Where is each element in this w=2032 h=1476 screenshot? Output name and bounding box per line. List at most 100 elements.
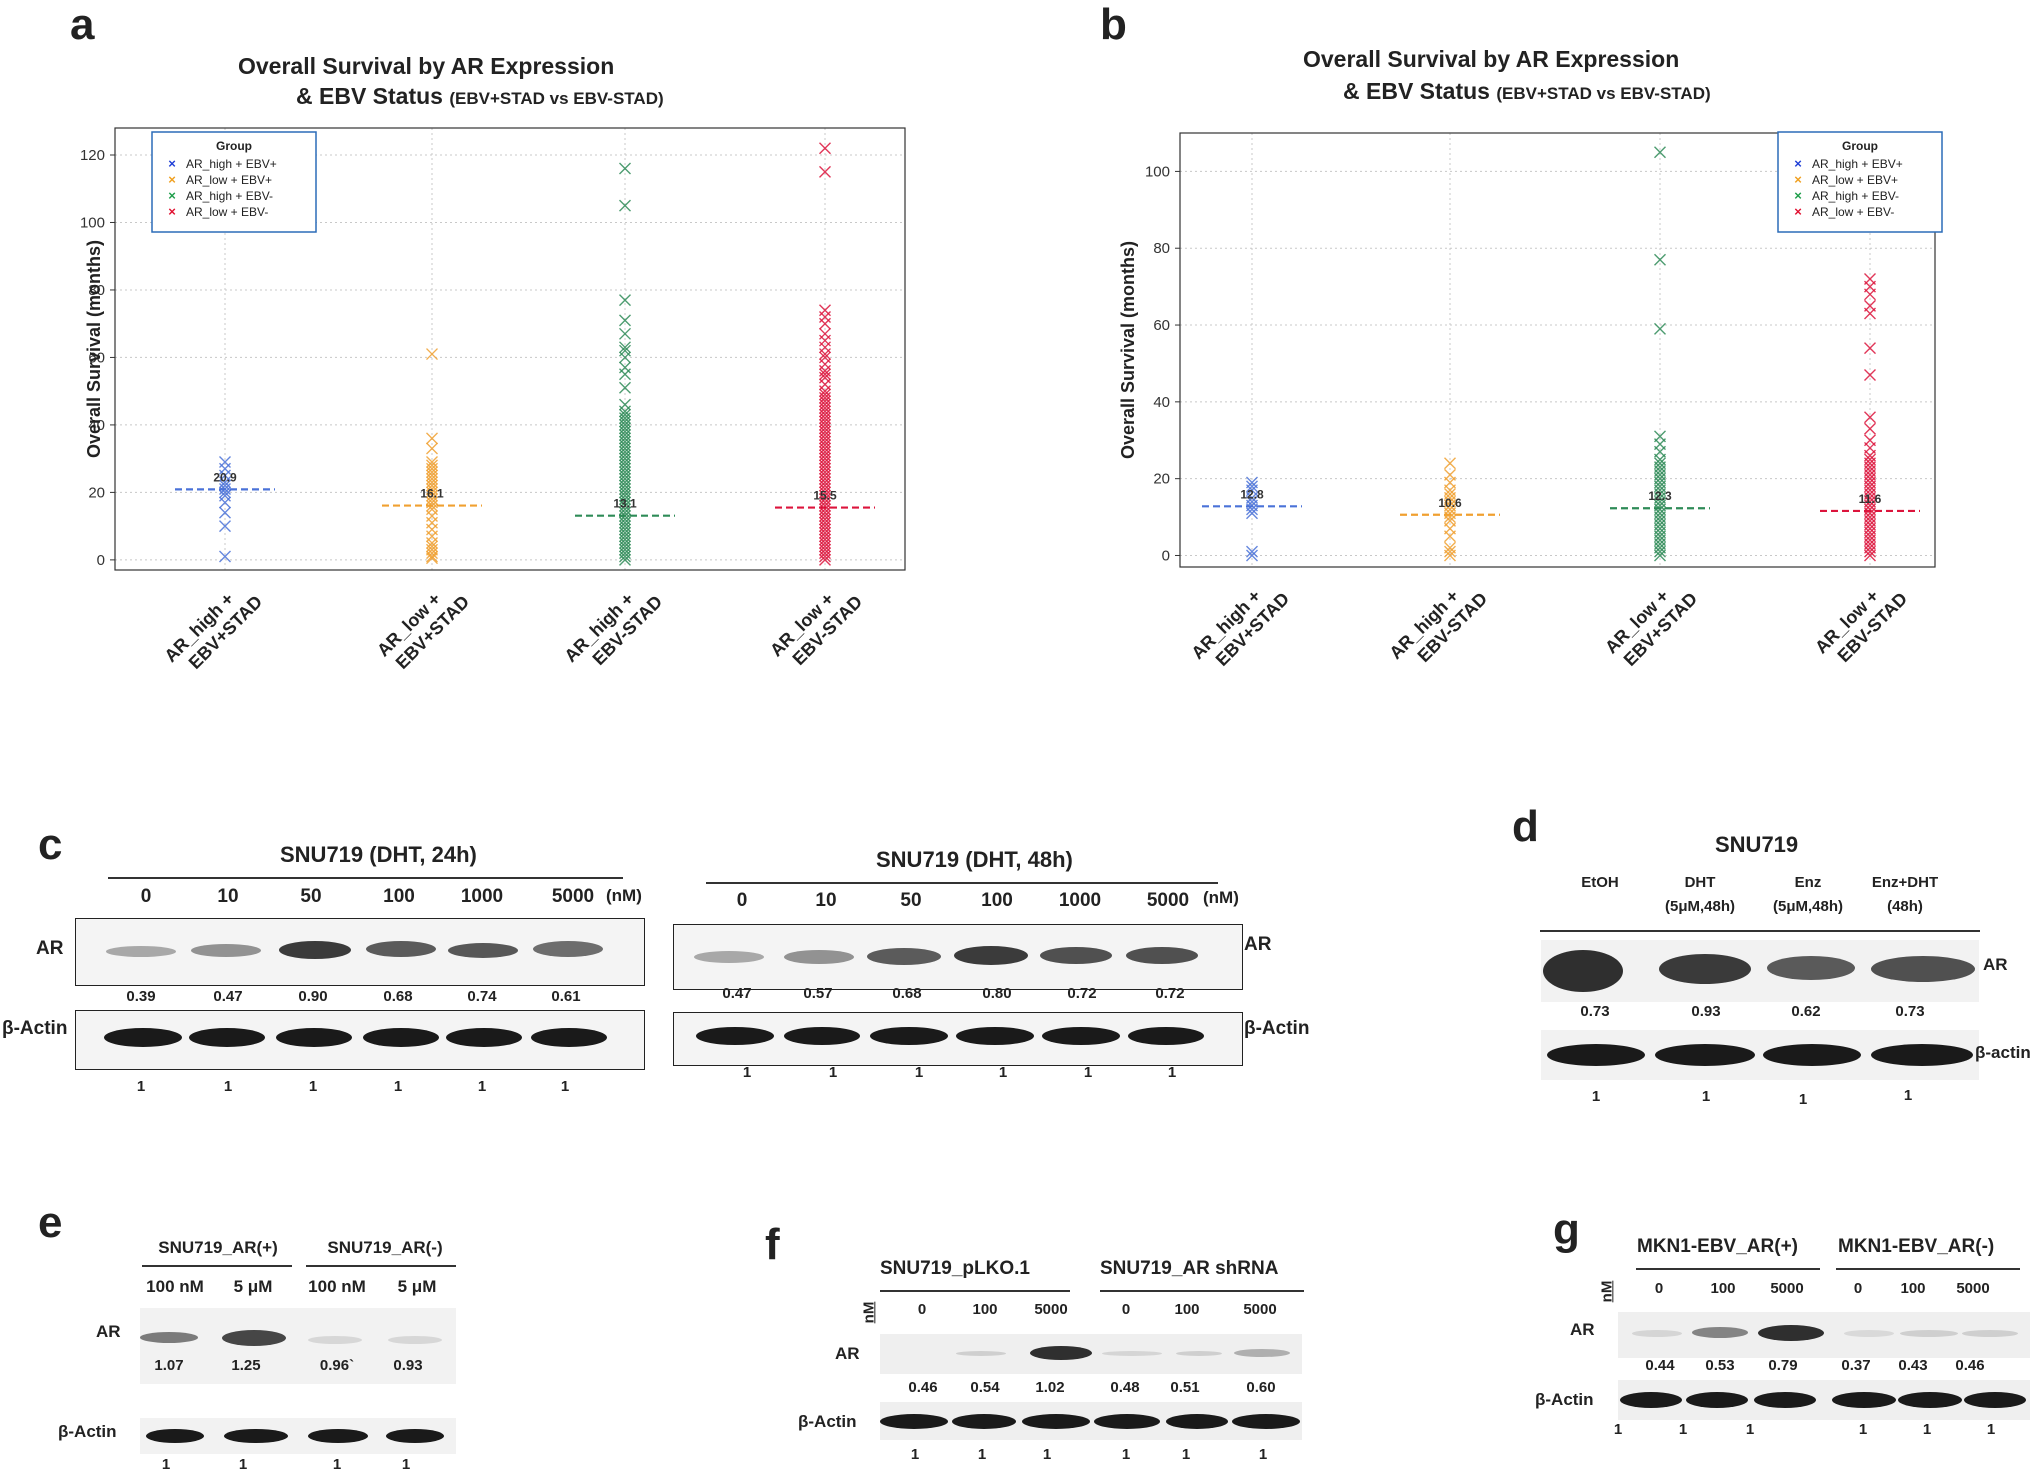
data-point — [1654, 430, 1666, 443]
actin-quant: 1 — [477, 1078, 487, 1095]
actin-blot — [880, 1402, 1302, 1440]
ar-quant: 0.57 — [803, 985, 833, 1002]
data-point — [1654, 146, 1666, 159]
legend-box — [151, 131, 317, 233]
data-point — [219, 506, 231, 519]
dose-label: 0 — [917, 1301, 927, 1318]
legend-marker: × — [1794, 204, 1802, 219]
ar-quant: 0.47 — [722, 985, 752, 1002]
data-point — [1864, 422, 1876, 435]
data-point — [619, 327, 631, 340]
legend-label: AR_low + EBV+ — [186, 173, 272, 187]
title-underline — [1540, 930, 1980, 932]
ar-quant: 0.93 — [393, 1357, 423, 1374]
median-label: 12.8 — [1240, 487, 1264, 501]
median-label: 20.9 — [213, 470, 237, 484]
ar-quant: 0.90 — [298, 988, 328, 1005]
dose-label: 100 — [981, 890, 1013, 911]
actin-quant: 1 — [914, 1064, 924, 1081]
actin-quant: 1 — [1798, 1091, 1808, 1108]
legend-title: Group — [1842, 139, 1878, 153]
y-tick-label: 60 — [1153, 317, 1170, 334]
ar-quant: 0.43 — [1898, 1357, 1928, 1374]
actin-quant: 1 — [332, 1456, 342, 1473]
actin-quant: 1 — [828, 1064, 838, 1081]
dose-label: 100 nM — [308, 1277, 366, 1296]
data-point — [1654, 322, 1666, 335]
dose-label: 100 nM — [146, 1277, 204, 1296]
panel-label-f: f — [765, 1220, 780, 1269]
median-label: 13.1 — [613, 497, 637, 511]
y-tick-label: 100 — [1145, 163, 1170, 180]
legend-label: AR_low + EBV+ — [1812, 173, 1898, 187]
series-group — [1444, 457, 1456, 562]
data-point — [426, 540, 438, 553]
data-point — [1444, 541, 1456, 554]
ar-quant: 0.68 — [892, 985, 922, 1002]
dose-label: 50 — [900, 890, 922, 911]
data-point — [426, 552, 438, 565]
data-point — [1444, 457, 1456, 470]
data-point — [1444, 488, 1456, 501]
lane-label: (5μM,48h) — [1664, 898, 1736, 915]
actin-quant: 1 — [161, 1456, 171, 1473]
ar-quant: 0.96` — [319, 1357, 355, 1374]
data-point — [1864, 453, 1876, 466]
ar-label: AR — [36, 938, 64, 959]
ar-quant: 0.68 — [383, 988, 413, 1005]
series-group — [819, 142, 831, 566]
data-point — [1246, 549, 1258, 562]
actin-quant: 1 — [1858, 1421, 1868, 1438]
x-tick-label: AR_low +EBV-STAD — [766, 576, 866, 676]
lane-label: DHT — [1684, 874, 1716, 891]
data-point — [819, 165, 831, 178]
actin-label: β-Actin — [798, 1412, 857, 1431]
data-point — [1864, 342, 1876, 355]
dose-label: 1000 — [460, 886, 504, 907]
ar-quant: 0.73 — [1895, 1003, 1925, 1020]
data-point — [1246, 545, 1258, 558]
ar-quant: 0.54 — [970, 1379, 1000, 1396]
ar-blot — [75, 918, 645, 986]
data-point — [1246, 480, 1258, 493]
median-label: 16.1 — [420, 487, 444, 501]
actin-quant: 1 — [1986, 1421, 1996, 1438]
ar-blot — [1618, 1312, 2030, 1358]
series-group — [1654, 146, 1666, 562]
ar-quant: 0.53 — [1705, 1357, 1735, 1374]
plot-frame — [114, 127, 906, 571]
blot-title: SNU719 (DHT, 48h) — [876, 847, 1073, 872]
legend-label: AR_high + EBV- — [1812, 189, 1899, 203]
x-tick-label: AR_low +EBV+STAD — [373, 576, 473, 676]
data-point — [1654, 457, 1666, 470]
legend-marker: × — [1794, 172, 1802, 187]
actin-label: β-Actin — [1535, 1390, 1594, 1409]
legend: Group × AR_high + EBV+ × AR_low + EBV+ × AR_hi… — [1777, 131, 1943, 233]
ar-quant: 0.37 — [1841, 1357, 1871, 1374]
series-group — [1246, 476, 1258, 562]
actin-quant: 1 — [1258, 1446, 1268, 1463]
dose-label: 0 — [736, 890, 748, 911]
data-point — [1864, 411, 1876, 424]
ar-quant: 1.25 — [231, 1357, 261, 1374]
actin-quant: 1 — [742, 1064, 752, 1081]
group-underline — [306, 1265, 456, 1267]
data-point — [1654, 253, 1666, 266]
y-tick-label: 0 — [1162, 547, 1170, 564]
y-tick-label: 80 — [88, 282, 105, 299]
x-tick-label: AR_high +EBV+STAD — [160, 576, 266, 682]
data-point — [819, 388, 831, 401]
ar-quant: 0.93 — [1691, 1003, 1721, 1020]
actin-quant: 1 — [1903, 1087, 1913, 1104]
ar-quant: 0.74 — [467, 988, 497, 1005]
legend-marker: × — [1794, 188, 1802, 203]
legend-label: AR_low + EBV- — [1812, 205, 1894, 219]
data-point — [619, 361, 631, 374]
ar-quant: 0.60 — [1246, 1379, 1276, 1396]
ar-quant: 0.80 — [982, 985, 1012, 1002]
ar-blot — [1541, 940, 1979, 1002]
lane-label: Enz+DHT — [1871, 874, 1939, 891]
data-point — [819, 142, 831, 155]
y-tick-label: 100 — [80, 214, 105, 231]
actin-blot — [75, 1010, 645, 1070]
